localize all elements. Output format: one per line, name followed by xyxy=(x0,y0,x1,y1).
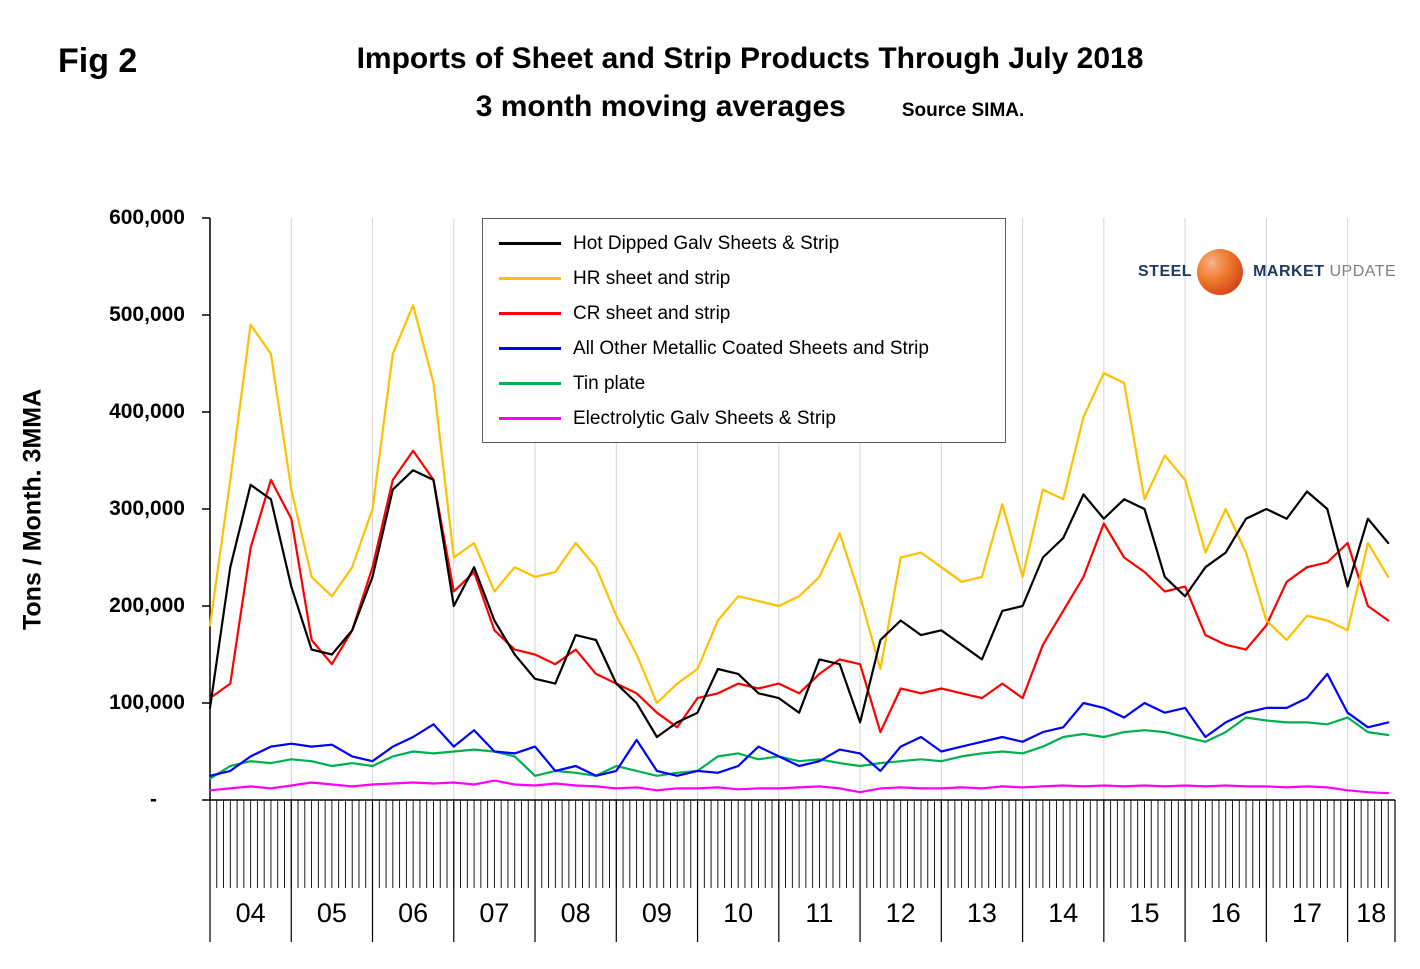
x-year-label-06: 06 xyxy=(398,898,429,928)
legend-swatch-tin-plate xyxy=(499,382,561,385)
legend-swatch-other-metallic-coated xyxy=(499,347,561,350)
x-year-label-04: 04 xyxy=(235,898,266,928)
x-year-label-11: 11 xyxy=(805,898,834,928)
series-line-electrolytic-galv xyxy=(208,779,1390,795)
y-tick-label: 300,000 xyxy=(109,497,185,520)
y-tick-label: 100,000 xyxy=(109,691,185,714)
x-year-label-12: 12 xyxy=(885,898,916,928)
chart-title-line1: Imports of Sheet and Strip Products Thro… xyxy=(356,42,1144,75)
legend-item-tin-plate: Tin plate xyxy=(493,366,997,401)
y-tick-label: 200,000 xyxy=(109,594,185,617)
legend-label-cr-sheet-strip: CR sheet and strip xyxy=(573,302,731,324)
legend-label-tin-plate: Tin plate xyxy=(573,372,646,394)
legend-item-electrolytic-galv: Electrolytic Galv Sheets & Strip xyxy=(493,401,997,436)
chart-legend: Hot Dipped Galv Sheets & Strip HR sheet a… xyxy=(482,218,1006,443)
legend-swatch-hot-dipped-galv xyxy=(499,242,561,245)
legend-label-hot-dipped-galv: Hot Dipped Galv Sheets & Strip xyxy=(573,232,840,254)
x-year-label-05: 05 xyxy=(316,898,347,928)
legend-label-hr-sheet-strip: HR sheet and strip xyxy=(573,267,731,289)
figure-label: Fig 2 xyxy=(58,42,138,80)
y-tick-label: 500,000 xyxy=(109,303,185,326)
legend-label-electrolytic-galv: Electrolytic Galv Sheets & Strip xyxy=(573,407,836,429)
legend-item-other-metallic-coated: All Other Metallic Coated Sheets and Str… xyxy=(493,331,997,366)
logo-word-update: UPDATE xyxy=(1329,263,1397,280)
x-year-label-08: 08 xyxy=(560,898,591,928)
legend-swatch-hr-sheet-strip xyxy=(499,277,561,280)
legend-swatch-electrolytic-galv xyxy=(499,417,561,420)
y-axis-tick-labels: 600,000 500,000 400,000 300,000 200,000 100,0… xyxy=(0,0,185,969)
x-year-label-09: 09 xyxy=(641,898,672,928)
series-line-hr-sheet-strip xyxy=(208,304,1390,705)
legend-item-cr-sheet-strip: CR sheet and strip xyxy=(493,296,997,331)
x-year-label-14: 14 xyxy=(1048,898,1079,928)
series-line-other-metallic-coated xyxy=(208,672,1390,777)
x-year-label-15: 15 xyxy=(1129,898,1160,928)
x-year-label-10: 10 xyxy=(723,898,754,928)
chart-source-label: Source SIMA. xyxy=(901,100,1025,121)
legend-item-hot-dipped-galv: Hot Dipped Galv Sheets & Strip xyxy=(493,226,997,261)
legend-swatch-cr-sheet-strip xyxy=(499,312,561,315)
chart-title-row2: 3 month moving averages Source SIMA. xyxy=(120,90,1380,124)
logo-word-steel: STEEL xyxy=(1138,263,1193,280)
series-line-tin-plate xyxy=(208,716,1390,780)
chart-title-line2: 3 month moving averages xyxy=(475,90,846,123)
logo-word-market: MARKET xyxy=(1253,263,1325,280)
x-year-label-16: 16 xyxy=(1210,898,1241,928)
series-line-hot-dipped-galv xyxy=(208,469,1390,739)
x-year-label-13: 13 xyxy=(966,898,997,928)
y-tick-label: 400,000 xyxy=(109,400,185,423)
x-year-label-17: 17 xyxy=(1291,898,1322,928)
x-year-label-07: 07 xyxy=(479,898,510,928)
logo-globe-icon xyxy=(1197,249,1244,295)
steel-market-update-logo: STEEL MARKET UPDATE xyxy=(1138,246,1396,298)
y-tick-label: 600,000 xyxy=(109,206,185,229)
x-year-label-18: 18 xyxy=(1356,898,1387,928)
legend-label-other-metallic-coated: All Other Metallic Coated Sheets and Str… xyxy=(573,337,929,359)
legend-item-hr-sheet-strip: HR sheet and strip xyxy=(493,261,997,296)
series-line-cr-sheet-strip xyxy=(208,449,1390,734)
y-tick-label: - xyxy=(150,788,157,811)
